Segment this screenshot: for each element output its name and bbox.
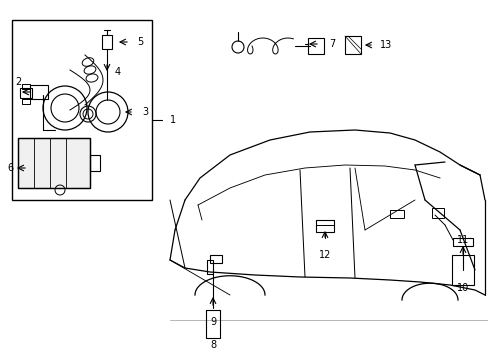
Text: 6: 6 [7,163,13,173]
Bar [22,99,30,104]
Text: 12: 12 [318,250,330,260]
Bar [315,220,333,225]
Bar [307,38,324,54]
Bar [315,220,333,232]
Text: 11: 11 [456,235,468,245]
Bar [18,138,90,188]
Bar [451,255,473,285]
Bar [20,88,32,98]
Text: 5: 5 [137,37,143,47]
Bar [22,84,30,89]
Bar [102,35,112,49]
Bar [389,210,403,218]
Text: 7: 7 [328,39,334,49]
Text: 2: 2 [15,77,21,87]
Bar [206,260,213,274]
Bar [431,208,443,218]
Bar [90,155,100,171]
Bar [452,238,472,246]
Bar [12,20,152,200]
Bar [30,85,48,99]
Bar [18,138,90,188]
Text: 13: 13 [379,40,391,50]
Text: 1: 1 [170,115,176,125]
Bar [209,255,222,263]
Text: 10: 10 [456,283,468,293]
Bar [205,310,220,338]
Text: 9: 9 [209,317,216,327]
Text: 3: 3 [142,107,148,117]
Text: 4: 4 [115,67,121,77]
Text: 8: 8 [209,340,216,350]
Bar [345,36,360,54]
